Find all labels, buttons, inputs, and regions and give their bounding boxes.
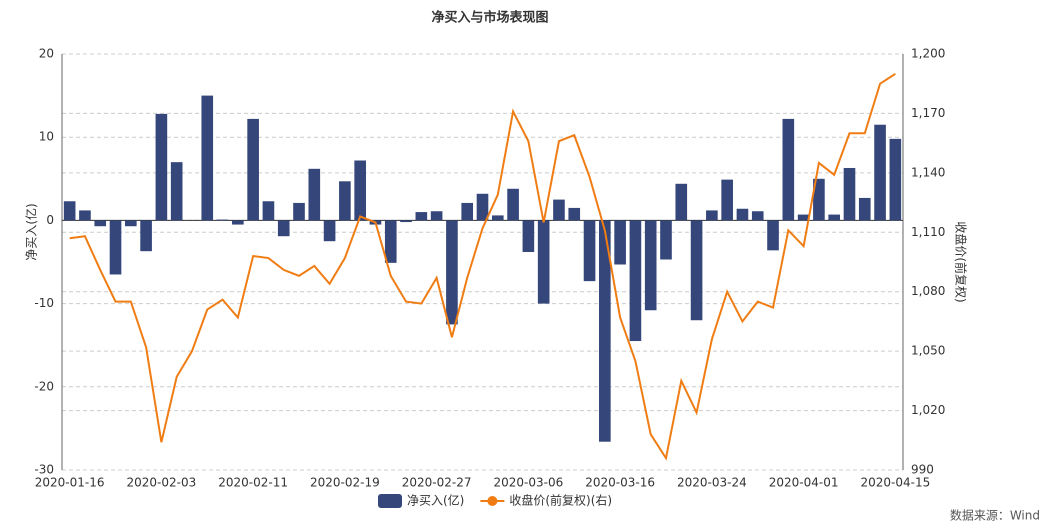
y2-tick-label: 1,050 <box>911 344 945 358</box>
x-tick-label: 2020-02-03 <box>127 476 197 490</box>
bar <box>461 202 474 221</box>
bar <box>79 210 91 221</box>
x-tick-label: 2020-04-15 <box>860 476 930 490</box>
bar <box>751 211 764 221</box>
x-tick-label: 2020-03-24 <box>677 476 747 490</box>
x-tick-label: 2020-04-01 <box>769 476 839 490</box>
bar <box>415 212 428 221</box>
y2-tick-label: 990 <box>911 463 934 477</box>
bar <box>262 201 275 221</box>
legend-swatch <box>487 496 498 506</box>
bar <box>690 220 703 321</box>
bar <box>629 220 642 342</box>
bar <box>293 202 305 221</box>
bar <box>94 220 107 227</box>
bar <box>828 214 841 221</box>
bar <box>553 199 565 221</box>
x-tick-label: 2020-01-16 <box>35 476 105 490</box>
bar <box>568 207 581 221</box>
bar <box>323 220 336 242</box>
bar <box>813 178 825 221</box>
y2-tick-label: 1,080 <box>911 284 945 298</box>
bar <box>339 181 351 221</box>
bar <box>614 220 626 265</box>
y2-tick-label: 1,110 <box>911 225 945 239</box>
bar <box>124 220 137 227</box>
chart-title: 净买入与市场表现图 <box>431 10 548 26</box>
bar <box>675 183 688 221</box>
bar <box>889 138 902 221</box>
y-tick-label: 20 <box>39 47 54 61</box>
bar <box>232 220 244 225</box>
bar <box>109 220 122 275</box>
bar <box>491 215 504 221</box>
bar <box>201 95 214 221</box>
bar <box>797 214 810 221</box>
bar <box>216 219 229 221</box>
x-tick-label: 2020-02-27 <box>402 476 472 490</box>
bar <box>858 197 871 221</box>
bar <box>721 179 733 221</box>
y-tick-label: 10 <box>39 130 54 144</box>
bar <box>843 167 856 221</box>
bar <box>63 201 76 221</box>
bar <box>507 188 519 221</box>
y2-tick-label: 1,140 <box>911 165 945 179</box>
bar <box>384 220 397 263</box>
bar <box>537 220 550 304</box>
y-tick-label: 0 <box>46 213 54 227</box>
y-tick-label: -30 <box>34 463 54 477</box>
bar <box>446 220 458 325</box>
bar <box>155 113 168 221</box>
bar <box>736 208 749 221</box>
bar <box>430 211 443 221</box>
y-tick-label: -20 <box>34 379 54 393</box>
x-tick-label: 2020-03-06 <box>493 476 563 490</box>
legend-label: 收盘价(前复权)(右) <box>509 493 612 508</box>
bar <box>400 220 412 223</box>
legend-swatch <box>378 494 402 508</box>
bar <box>644 220 657 311</box>
y2-tick-label: 1,170 <box>911 106 945 120</box>
y2-tick-label: 1,020 <box>911 403 945 417</box>
y2-axis-title: 收盘价(前复权) <box>954 221 969 302</box>
bar <box>354 160 366 221</box>
y-axis-title: 净买入(亿) <box>24 203 39 260</box>
bar <box>247 118 259 221</box>
legend-label: 净买入(亿) <box>407 493 464 508</box>
bar <box>140 220 152 252</box>
bar <box>767 220 779 251</box>
bar <box>706 210 718 221</box>
bar <box>170 162 183 221</box>
line <box>69 72 896 461</box>
y2-tick-label: 1,200 <box>911 47 945 61</box>
x-tick-label: 2020-02-11 <box>218 476 288 490</box>
bar <box>308 168 321 221</box>
x-tick-label: 2020-03-16 <box>585 476 655 490</box>
source-note: 数据来源：Wind <box>950 508 1040 523</box>
bar <box>874 124 886 221</box>
bar <box>782 118 795 221</box>
bar <box>583 220 596 282</box>
bar <box>660 220 672 260</box>
bar <box>476 193 489 221</box>
bar <box>277 220 290 237</box>
y-tick-label: -10 <box>34 296 54 310</box>
x-tick-label: 2020-02-19 <box>310 476 380 490</box>
bar <box>522 220 535 253</box>
bar <box>599 220 611 442</box>
